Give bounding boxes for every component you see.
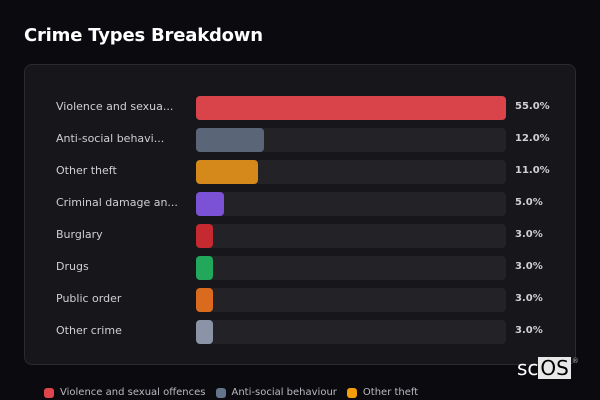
bar-value-label: 3.0% (515, 229, 543, 240)
bar-label: Other theft (56, 164, 117, 177)
bar-track (196, 160, 506, 184)
chart-card: Violence and sexua... 55.0% Anti-social be… (24, 64, 576, 365)
bar-track (196, 256, 506, 280)
bar-value-label: 3.0% (515, 325, 543, 336)
bar-fill[interactable] (196, 192, 224, 216)
chart-legend: Violence and sexual offences Anti-social … (44, 387, 418, 398)
legend-label: Violence and sexual offences (60, 387, 206, 398)
legend-label: Other theft (362, 387, 419, 398)
legend-swatch-icon (215, 387, 226, 398)
watermark-prefix: sc (517, 356, 539, 380)
bar-row: Criminal damage an... 5.0% (25, 192, 575, 216)
bar-value-label: 11.0% (515, 165, 550, 176)
scos-watermark: sc OS ® (517, 357, 579, 379)
legend-label: Anti-social behaviour (231, 387, 337, 398)
bar-track (196, 128, 506, 152)
watermark-highlight: OS (538, 356, 571, 380)
bar-value-label: 5.0% (515, 197, 543, 208)
bar-label: Criminal damage an... (56, 196, 178, 209)
legend-item[interactable]: Anti-social behaviour (215, 387, 337, 398)
bar-fill[interactable] (196, 288, 213, 312)
bar-fill[interactable] (196, 128, 264, 152)
bar-fill[interactable] (196, 224, 213, 248)
bar-row: Anti-social behavi... 12.0% (25, 128, 575, 152)
legend-swatch-icon (346, 387, 357, 398)
bar-track (196, 96, 506, 120)
bar-fill[interactable] (196, 256, 213, 280)
bar-track (196, 288, 506, 312)
bar-row: Public order 3.0% (25, 288, 575, 312)
bar-label: Anti-social behavi... (56, 132, 165, 145)
bar-row: Drugs 3.0% (25, 256, 575, 280)
bar-track (196, 224, 506, 248)
bar-row: Burglary 3.0% (25, 224, 575, 248)
bar-fill[interactable] (196, 320, 213, 344)
chart-title: Crime Types Breakdown (24, 25, 263, 46)
bar-label: Burglary (56, 228, 103, 241)
bar-track (196, 192, 506, 216)
bar-value-label: 12.0% (515, 133, 550, 144)
bar-value-label: 3.0% (515, 293, 543, 304)
bar-label: Public order (56, 292, 122, 305)
bar-row: Violence and sexua... 55.0% (25, 96, 575, 120)
bar-fill[interactable] (196, 160, 258, 184)
bar-row: Other crime 3.0% (25, 320, 575, 344)
registered-mark-icon: ® (571, 357, 579, 365)
bar-value-label: 3.0% (515, 261, 543, 272)
bar-row: Other theft 11.0% (25, 160, 575, 184)
legend-item[interactable]: Other theft (346, 387, 419, 398)
bar-label: Other crime (56, 324, 122, 337)
bar-label: Violence and sexua... (56, 100, 174, 113)
legend-item[interactable]: Violence and sexual offences (44, 387, 206, 398)
bar-value-label: 55.0% (515, 101, 550, 112)
legend-swatch-icon (44, 387, 54, 398)
bar-label: Drugs (56, 260, 89, 273)
bar-fill[interactable] (196, 96, 506, 120)
bar-track (196, 320, 506, 344)
